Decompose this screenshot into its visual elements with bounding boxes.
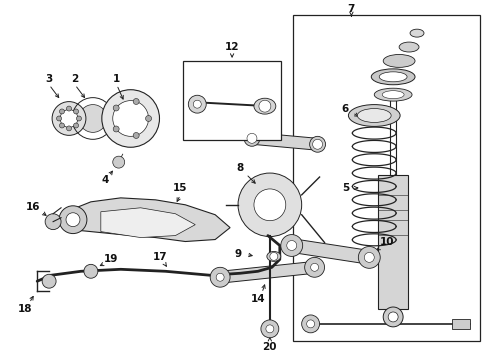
Circle shape bbox=[281, 235, 303, 256]
Polygon shape bbox=[220, 261, 315, 283]
Ellipse shape bbox=[188, 95, 206, 113]
Circle shape bbox=[305, 257, 324, 277]
Text: 1: 1 bbox=[113, 74, 121, 84]
Bar bbox=[183, 61, 281, 140]
Ellipse shape bbox=[254, 98, 276, 114]
Ellipse shape bbox=[193, 100, 201, 108]
Text: 15: 15 bbox=[173, 183, 188, 193]
Circle shape bbox=[266, 325, 274, 333]
Text: 14: 14 bbox=[250, 294, 265, 304]
Circle shape bbox=[358, 247, 380, 268]
Text: 18: 18 bbox=[18, 304, 32, 314]
Text: 7: 7 bbox=[348, 4, 355, 14]
Text: 19: 19 bbox=[103, 255, 118, 264]
Text: 10: 10 bbox=[380, 237, 394, 247]
Circle shape bbox=[76, 116, 81, 121]
Ellipse shape bbox=[399, 42, 419, 52]
Ellipse shape bbox=[244, 130, 260, 146]
Circle shape bbox=[259, 100, 271, 112]
Text: 8: 8 bbox=[236, 163, 244, 173]
Ellipse shape bbox=[348, 105, 400, 126]
Circle shape bbox=[311, 264, 319, 271]
Circle shape bbox=[307, 320, 315, 328]
Circle shape bbox=[302, 315, 319, 333]
Circle shape bbox=[133, 99, 139, 104]
Bar bbox=[452, 319, 470, 329]
Circle shape bbox=[254, 189, 286, 221]
Ellipse shape bbox=[357, 109, 391, 122]
Bar bbox=[293, 15, 480, 341]
Text: 12: 12 bbox=[225, 42, 239, 52]
Polygon shape bbox=[252, 132, 318, 150]
Circle shape bbox=[66, 213, 80, 227]
Bar bbox=[378, 175, 408, 309]
Circle shape bbox=[146, 116, 151, 121]
Text: 11: 11 bbox=[255, 113, 269, 123]
Circle shape bbox=[67, 126, 72, 131]
Circle shape bbox=[261, 320, 279, 338]
Ellipse shape bbox=[383, 54, 415, 67]
Circle shape bbox=[59, 109, 65, 114]
Text: 4: 4 bbox=[101, 175, 108, 185]
Text: 13: 13 bbox=[210, 78, 224, 88]
Circle shape bbox=[74, 109, 78, 114]
Text: 6: 6 bbox=[342, 104, 349, 113]
Text: 2: 2 bbox=[72, 74, 78, 84]
Circle shape bbox=[74, 123, 78, 128]
Ellipse shape bbox=[52, 102, 86, 135]
Circle shape bbox=[238, 173, 302, 237]
Text: 16: 16 bbox=[26, 202, 41, 212]
Polygon shape bbox=[71, 198, 230, 242]
Ellipse shape bbox=[60, 109, 78, 127]
Ellipse shape bbox=[113, 100, 148, 136]
Polygon shape bbox=[292, 239, 369, 264]
Ellipse shape bbox=[102, 90, 159, 147]
Circle shape bbox=[388, 312, 398, 322]
Text: 20: 20 bbox=[263, 342, 277, 352]
Polygon shape bbox=[101, 208, 196, 238]
Circle shape bbox=[67, 106, 72, 111]
Ellipse shape bbox=[79, 105, 107, 132]
Ellipse shape bbox=[379, 72, 407, 82]
Circle shape bbox=[45, 214, 61, 230]
Ellipse shape bbox=[267, 251, 281, 261]
Circle shape bbox=[113, 126, 119, 132]
Circle shape bbox=[59, 206, 87, 234]
Ellipse shape bbox=[374, 88, 412, 101]
Circle shape bbox=[42, 274, 56, 288]
Circle shape bbox=[313, 139, 322, 149]
Circle shape bbox=[287, 240, 297, 251]
Circle shape bbox=[247, 133, 257, 143]
Circle shape bbox=[113, 156, 124, 168]
Ellipse shape bbox=[371, 69, 415, 85]
Circle shape bbox=[113, 105, 119, 111]
Circle shape bbox=[56, 116, 62, 121]
Text: 5: 5 bbox=[342, 183, 349, 193]
Circle shape bbox=[59, 123, 65, 128]
Circle shape bbox=[210, 267, 230, 287]
Text: 17: 17 bbox=[153, 252, 168, 262]
Ellipse shape bbox=[382, 91, 404, 99]
Circle shape bbox=[216, 273, 224, 281]
Circle shape bbox=[133, 132, 139, 139]
Ellipse shape bbox=[410, 29, 424, 37]
Circle shape bbox=[383, 307, 403, 327]
Text: 9: 9 bbox=[235, 249, 242, 260]
Text: 3: 3 bbox=[46, 74, 53, 84]
Circle shape bbox=[270, 252, 278, 260]
Circle shape bbox=[365, 252, 374, 262]
Ellipse shape bbox=[310, 136, 325, 152]
Circle shape bbox=[84, 264, 98, 278]
